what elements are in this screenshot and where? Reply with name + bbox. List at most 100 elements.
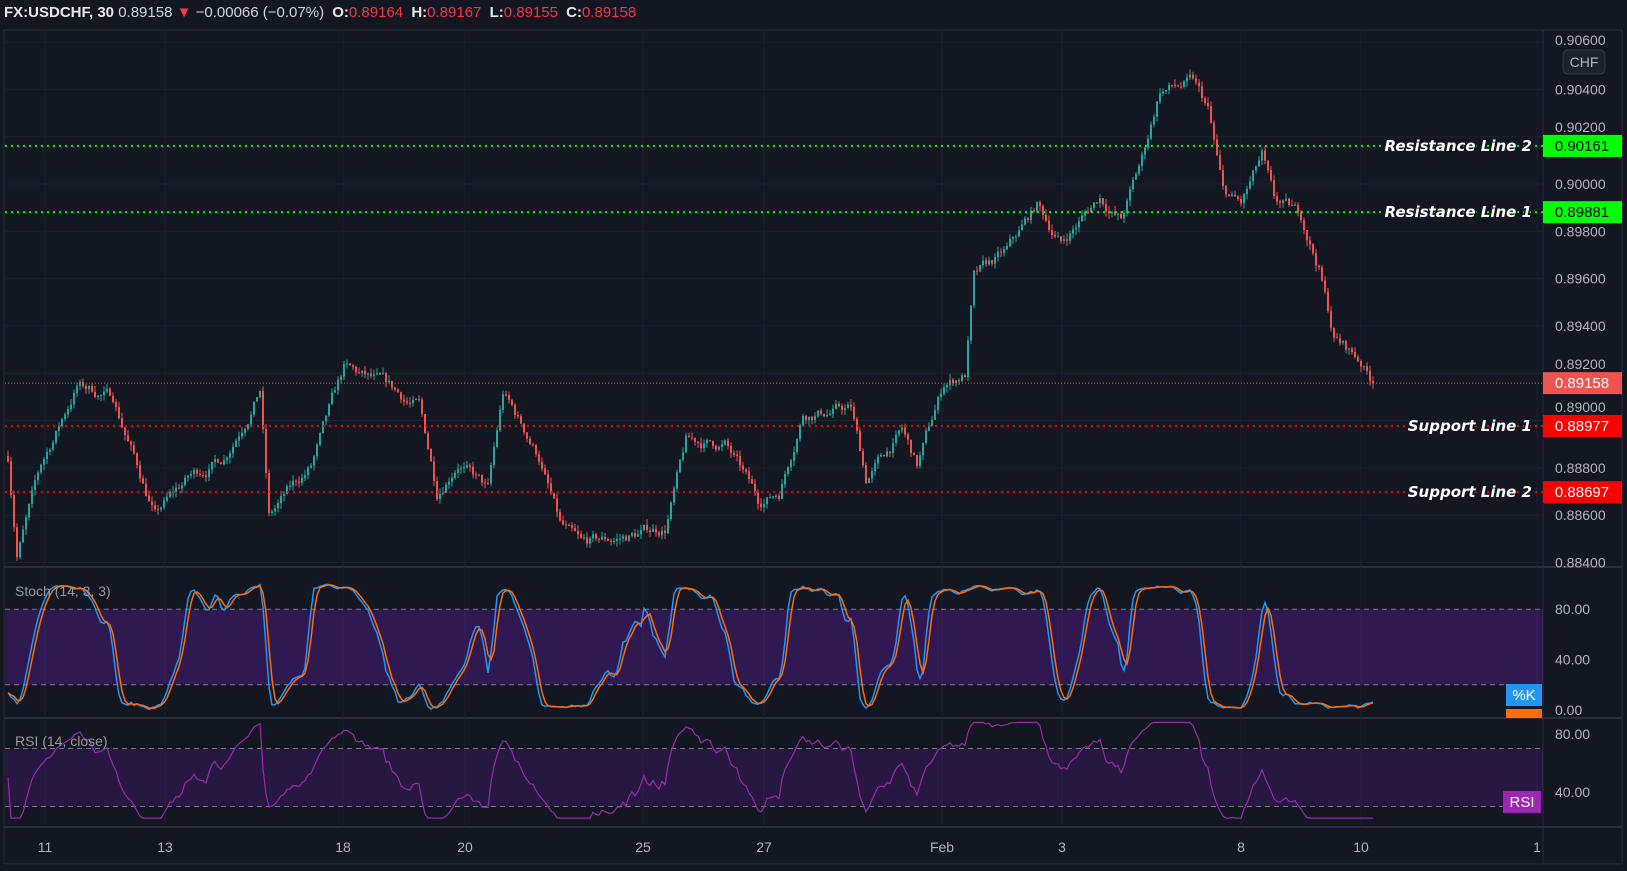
candle-body	[556, 498, 558, 512]
candle-body	[634, 533, 636, 537]
candle-body	[550, 483, 552, 494]
candle-body	[760, 503, 762, 508]
candle-body	[868, 478, 870, 484]
candle-body	[676, 472, 678, 489]
candle-body	[1306, 230, 1308, 241]
candle-body	[931, 419, 933, 427]
resistance-price-badge	[1543, 134, 1622, 157]
candle-body	[904, 427, 906, 435]
candle-body	[217, 459, 219, 463]
candle-body	[361, 370, 363, 373]
candle-body	[844, 408, 846, 411]
candle-body	[352, 365, 354, 367]
candle-body	[151, 501, 153, 506]
candle-body	[1219, 154, 1221, 170]
candle-body	[1015, 236, 1017, 238]
candle-body	[430, 449, 432, 462]
candle-body	[1057, 236, 1059, 238]
candle-body	[484, 482, 486, 484]
chart-frame	[3, 29, 1623, 865]
candle-body	[1255, 166, 1257, 171]
candle-body	[319, 432, 321, 445]
candle-body	[586, 537, 588, 544]
candle-body	[1030, 210, 1032, 220]
candle-body	[160, 507, 162, 510]
candle-body	[313, 456, 315, 466]
candle-body	[922, 442, 924, 456]
candle-body	[388, 380, 390, 382]
price-change: −0.00066 (−0.07%)	[195, 4, 325, 21]
candle-body	[658, 532, 660, 536]
candle-body	[985, 260, 987, 265]
candle-body	[835, 403, 837, 409]
candle-body	[451, 477, 453, 482]
time-tick: 3	[1058, 839, 1066, 855]
candle-body	[487, 483, 489, 485]
rsi-line	[7, 721, 1373, 819]
candle-body	[1318, 265, 1320, 268]
resistance-price-value: 0.89881	[1555, 204, 1609, 221]
candle-body	[625, 536, 627, 541]
candle-body	[475, 474, 477, 476]
currency-button[interactable]	[1562, 49, 1606, 75]
symbol-title[interactable]: FX:USDCHF, 30	[4, 4, 115, 21]
candle-body	[1060, 236, 1062, 241]
candle-body	[1279, 201, 1281, 203]
candle-body	[469, 465, 471, 467]
candle-body	[1312, 244, 1314, 254]
candle-body	[301, 477, 303, 483]
price-tick: 0.89000	[1555, 399, 1606, 415]
candle-body	[214, 459, 216, 462]
candle-body	[7, 455, 9, 462]
candle-body	[364, 370, 366, 375]
candle-body	[1294, 204, 1296, 206]
candle-body	[1282, 200, 1284, 203]
candle-body	[724, 440, 726, 445]
candle-body	[28, 504, 30, 518]
rsi-legend: RSI (14, close)	[15, 733, 108, 749]
candle-body	[1285, 198, 1287, 201]
candle-body	[1105, 204, 1107, 212]
candle-body	[523, 423, 525, 433]
candle-body	[637, 534, 639, 537]
candle-body	[49, 449, 51, 452]
candle-body	[427, 433, 429, 450]
candle-body	[886, 451, 888, 457]
candle-body	[775, 495, 777, 497]
candle-body	[358, 372, 360, 374]
candle-body	[1012, 236, 1014, 239]
candle-body	[1081, 215, 1083, 222]
candle-body	[325, 415, 327, 422]
candle-body	[502, 394, 504, 410]
candle-body	[109, 388, 111, 396]
candle-body	[1150, 124, 1152, 139]
candle-body	[559, 511, 561, 521]
candle-body	[565, 524, 567, 526]
candle-body	[682, 452, 684, 460]
price-tick: 0.88800	[1555, 460, 1606, 476]
candle-body	[691, 437, 693, 439]
candle-body	[1249, 181, 1251, 189]
candle-body	[298, 481, 300, 483]
open-label: O:	[332, 4, 349, 21]
candle-body	[238, 436, 240, 441]
candle-body	[1072, 229, 1074, 234]
candle-body	[1207, 103, 1209, 107]
candle-body	[505, 394, 507, 396]
price-tick: 0.90600	[1555, 32, 1606, 48]
candle-body	[1342, 341, 1344, 343]
candle-body	[79, 381, 81, 386]
candle-body	[1018, 230, 1020, 237]
candle-body	[688, 435, 690, 438]
candle-body	[964, 375, 966, 377]
candle-body	[1033, 210, 1035, 212]
candle-body	[154, 505, 156, 510]
candle-body	[1264, 150, 1266, 161]
candle-body	[1186, 77, 1188, 82]
candle-body	[112, 395, 114, 403]
candle-body	[517, 415, 519, 417]
candle-body	[247, 424, 249, 429]
candle-body	[754, 483, 756, 493]
candle-body	[526, 432, 528, 439]
